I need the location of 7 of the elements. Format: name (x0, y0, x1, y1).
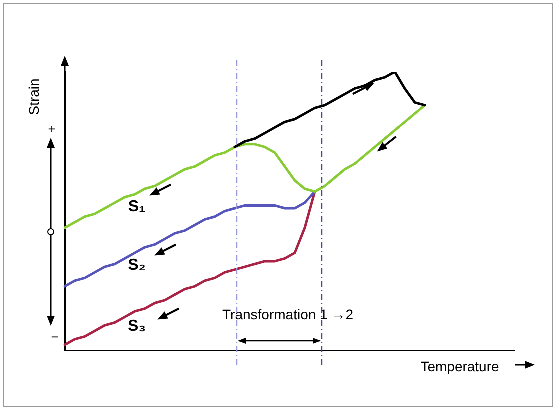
series-label: S₂ (128, 256, 146, 274)
series-label: S₃ (128, 318, 146, 336)
text: + (48, 122, 56, 137)
series-label: S₁ (128, 198, 146, 216)
x-axis-title: Temperature (420, 358, 500, 374)
y-axis-title: Strain (26, 78, 42, 116)
text: − (51, 330, 59, 345)
